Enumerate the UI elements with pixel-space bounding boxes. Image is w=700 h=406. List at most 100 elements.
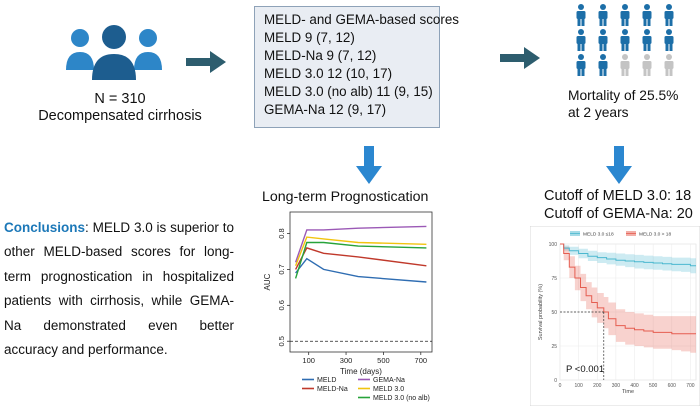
x-tick-label: 100 [302,356,315,365]
person-leg [647,68,651,76]
x-tick-label: 600 [668,383,677,389]
series-line [294,241,427,279]
person-leg [599,68,603,76]
legend-label: MELD 3.0 [373,386,404,393]
person-icon [664,29,674,51]
p-value-annotation: P <0.001 [566,364,604,375]
scores-box: MELD- and GEMA-based scores MELD 9 (7, 1… [254,6,459,128]
person-head [622,4,628,10]
person-leg [621,18,625,26]
series-line [294,236,427,267]
person-leg [603,68,607,76]
person-leg [621,43,625,51]
person-body [620,36,630,44]
person-icon [642,54,652,76]
person-icon [620,54,630,76]
person-leg [643,43,647,51]
confidence-band [560,244,696,353]
person-head [600,4,606,10]
person-leg [599,43,603,51]
person-icon [620,29,630,51]
score-item: MELD-Na 9 (7, 12) [264,48,377,63]
person-leg [625,68,629,76]
arrow-down-icon [356,146,382,184]
person-icon [598,29,608,51]
person-leg [647,18,651,26]
person-body [664,61,674,69]
score-item: MELD 3.0 12 (10, 17) [264,66,393,81]
person-body [598,61,608,69]
person-body [620,61,630,69]
legend-label: MELD 3.0 (no alb) [373,395,430,402]
cohort-size: N = 310 [94,91,146,107]
auc-chart: 0.5 0.6 0.7 0.8 100 300 500 700 Time (days) AUC ME… [263,211,433,402]
people-group-icon [66,25,162,80]
y-axis-label: AUC [263,273,272,290]
mortality-pictogram [576,4,674,76]
person-head [622,54,628,60]
auc-chart-title: Long-term Prognostication [262,189,429,205]
series-line [294,225,427,263]
person-body [642,61,652,69]
x-tick-label: 700 [415,356,428,365]
y-tick-label: 50 [551,310,557,316]
person-body [664,11,674,19]
score-item: GEMA-Na 12 (9, 17) [264,102,387,117]
person-head [600,29,606,35]
y-tick-label: 0.6 [277,300,286,310]
score-item: MELD 3.0 (no alb) 11 (9, 15) [264,84,433,99]
person-icon [664,54,674,76]
person-head [666,4,672,10]
x-tick-label: 100 [574,383,583,389]
person-body [598,36,608,44]
person-leg [577,18,581,26]
y-tick-label: 75 [551,276,557,282]
arrow-down-icon [606,146,632,184]
x-axis-label: Time (days) [340,367,382,376]
person-body [576,61,586,69]
person-head [578,54,584,60]
person-body [598,11,608,19]
person-leg [665,18,669,26]
person-leg [603,43,607,51]
person-leg [581,68,585,76]
person-icon [576,4,586,26]
person-leg [643,18,647,26]
person-head [644,54,650,60]
person-head [666,54,672,60]
person-icon [642,29,652,51]
person-head [622,29,628,35]
person-head [644,29,650,35]
person-icon [620,4,630,26]
person-leg [643,68,647,76]
x-tick-label: 200 [593,383,602,389]
score-item: MELD 9 (7, 12) [264,30,355,45]
person-leg [625,43,629,51]
confidence-band [560,244,696,274]
x-tick-label: 0 [559,383,562,389]
person-body [620,11,630,19]
person-leg [621,68,625,76]
person-leg [577,43,581,51]
survival-curve [560,243,696,267]
person-head [578,4,584,10]
legend-label: MELD-Na [317,386,348,393]
conclusions-text: Conclusions: MELD 3.0 is superior to oth… [4,216,234,362]
mortality-line1: Mortality of 25.5% [568,88,679,103]
person-leg [665,43,669,51]
person-body [576,36,586,44]
y-tick-label: 0.5 [277,336,286,346]
survival-curve [560,243,696,335]
person-leg [581,43,585,51]
x-tick-label: 700 [686,383,695,389]
person-leg [669,43,673,51]
x-tick-label: 400 [630,383,639,389]
cohort-description: Decompensated cirrhosis [38,108,202,124]
arrow-right-icon [186,51,226,73]
cutoff-meld: Cutoff of MELD 3.0: 18 [544,188,692,204]
legend-label: MELD 3.0 > 18 [639,232,671,238]
series-line [294,247,427,270]
conclusions-keyword: Conclusions [4,220,86,235]
person-leg [625,18,629,26]
y-tick-label: 100 [549,242,558,248]
